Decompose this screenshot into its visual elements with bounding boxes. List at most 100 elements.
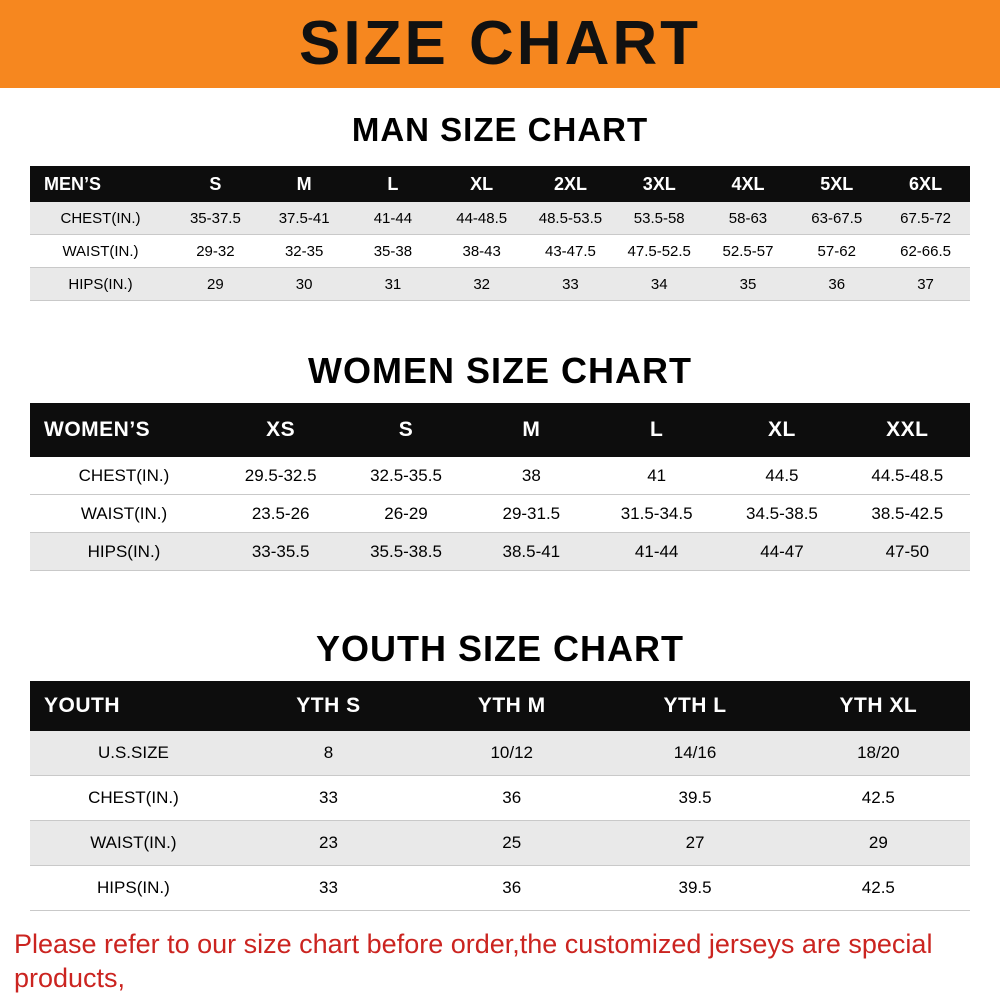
table-row: WAIST(IN.) 23 25 27 29 [30,820,970,866]
value-cell: 35-37.5 [171,202,260,235]
size-header-cell: XS [266,418,296,441]
value-cell: 52.5-57 [703,234,793,268]
value-cell: 32-35 [259,234,349,268]
value-cell: 38 [468,457,594,495]
value-cell: 53.5-58 [614,202,704,235]
value-cell: 18/20 [786,731,970,776]
size-header-cell: 5XL [820,173,854,194]
value-cell: 31.5-34.5 [593,494,720,533]
value-cell: 44.5-48.5 [844,457,970,495]
measurement-label-cell: CHEST(IN.) [30,775,237,821]
value-cell: 63-67.5 [792,202,882,235]
table-row: HIPS(IN.) 33 36 39.5 42.5 [30,865,970,911]
value-cell: 67.5-72 [881,202,970,235]
table-row: CHEST(IN.) 33 36 39.5 42.5 [30,775,970,821]
value-cell: 36 [420,775,604,821]
value-cell: 29-32 [171,234,260,268]
size-header-cell: 3XL [642,173,676,194]
table-row: HIPS(IN.) 33-35.5 35.5-38.5 38.5-41 41-44 44-… [30,532,970,571]
measurement-label-cell: WAIST(IN.) [30,234,171,268]
value-cell: 47.5-52.5 [614,234,704,268]
value-cell: 36 [420,865,604,911]
value-cell: 44-47 [719,532,845,571]
value-cell: 33 [526,267,615,301]
size-header-cell: YTH M [477,694,546,717]
table-row: WAIST(IN.) 23.5-26 26-29 29-31.5 31.5-34.5 34… [30,494,970,533]
table-row: WAIST(IN.) 29-32 32-35 35-38 38-43 43-47.5 47.… [30,234,970,268]
disclaimer-line-1: Please refer to our size chart before or… [14,929,933,993]
size-header-cell: L [649,418,664,441]
table-title-cell: YOUTH [44,694,120,717]
size-header-cell: 6XL [909,173,943,194]
value-cell: 41-44 [593,532,720,571]
value-cell: 23.5-26 [218,494,344,533]
value-cell: 41 [593,457,720,495]
value-cell: 29.5-32.5 [218,457,344,495]
disclaimer-line-2: we don’t accept cancel, change, teturn o… [14,995,986,1000]
value-cell: 32 [437,267,527,301]
size-header-cell: M [296,173,312,194]
table-row: CHEST(IN.) 35-37.5 37.5-41 41-44 44-48.5 48.5… [30,202,970,235]
value-cell: 42.5 [786,775,970,821]
value-cell: 33-35.5 [218,532,344,571]
value-cell: 41-44 [348,202,438,235]
table-row: CHEST(IN.) 29.5-32.5 32.5-35.5 38 41 44.5 44.5… [30,457,970,495]
value-cell: 30 [259,267,349,301]
youth-size-table: YOUTH YTH S YTH M YTH L YTH XL U.S.SIZE 8 10/12… [30,681,970,911]
table-header-row: MEN’S S M L XL 2XL 3XL 4XL 5XL 6XL [30,166,970,202]
value-cell: 10/12 [420,731,604,776]
disclaimer: Please refer to our size chart before or… [14,927,986,1000]
table-header-row: WOMEN’S XS S M L XL XXL [30,403,970,457]
value-cell: 35 [703,267,793,301]
banner-title: SIZE CHART [299,9,701,78]
value-cell: 37.5-41 [259,202,349,235]
size-header-cell: XXL [886,418,929,441]
size-chart-banner: SIZE CHART [0,0,1000,88]
womens-size-table: WOMEN’S XS S M L XL XXL CHEST(IN.) 29.5-32.5 32.5… [30,403,970,571]
value-cell: 27 [603,820,787,866]
value-cell: 33 [236,775,421,821]
measurement-label-cell: HIPS(IN.) [30,865,237,911]
size-header-cell: L [387,173,399,194]
measurement-label-cell: WAIST(IN.) [30,494,218,533]
value-cell: 29-31.5 [468,494,594,533]
value-cell: 34.5-38.5 [719,494,845,533]
value-cell: 34 [614,267,704,301]
size-header-cell: XL [768,418,796,441]
value-cell: 26-29 [343,494,469,533]
size-header-cell: 4XL [731,173,765,194]
measurement-label-cell: U.S.SIZE [30,731,237,776]
youth-size-chart-heading: YOUTH SIZE CHART [315,628,684,669]
value-cell: 35.5-38.5 [343,532,469,571]
value-cell: 14/16 [603,731,787,776]
value-cell: 57-62 [792,234,882,268]
size-header-cell: S [398,418,414,441]
table-row: HIPS(IN.) 29 30 31 32 33 34 35 36 37 [30,267,970,301]
table-title-cell: WOMEN’S [44,418,151,441]
value-cell: 38-43 [437,234,527,268]
measurement-label-cell: HIPS(IN.) [30,532,218,571]
measurement-label-cell: CHEST(IN.) [30,457,218,495]
table-header-row: YOUTH YTH S YTH M YTH L YTH XL [30,681,970,731]
value-cell: 43-47.5 [526,234,615,268]
value-cell: 25 [420,820,604,866]
value-cell: 42.5 [786,865,970,911]
value-cell: 48.5-53.5 [526,202,615,235]
value-cell: 8 [236,731,421,776]
table-row: U.S.SIZE 8 10/12 14/16 18/20 [30,731,970,776]
value-cell: 35-38 [348,234,438,268]
size-header-cell: S [209,173,222,194]
size-header-cell: YTH S [296,694,361,717]
man-size-chart-heading: MAN SIZE CHART [351,111,649,148]
measurement-label-cell: CHEST(IN.) [30,202,171,235]
size-header-cell: YTH L [663,694,727,717]
value-cell: 44-48.5 [437,202,527,235]
value-cell: 47-50 [844,532,970,571]
mens-size-table: MEN’S S M L XL 2XL 3XL 4XL 5XL 6XL CHEST(IN.) 35-37… [30,166,970,301]
value-cell: 37 [881,267,970,301]
value-cell: 29 [171,267,260,301]
value-cell: 44.5 [719,457,845,495]
size-header-cell: XL [470,173,494,194]
value-cell: 23 [236,820,421,866]
